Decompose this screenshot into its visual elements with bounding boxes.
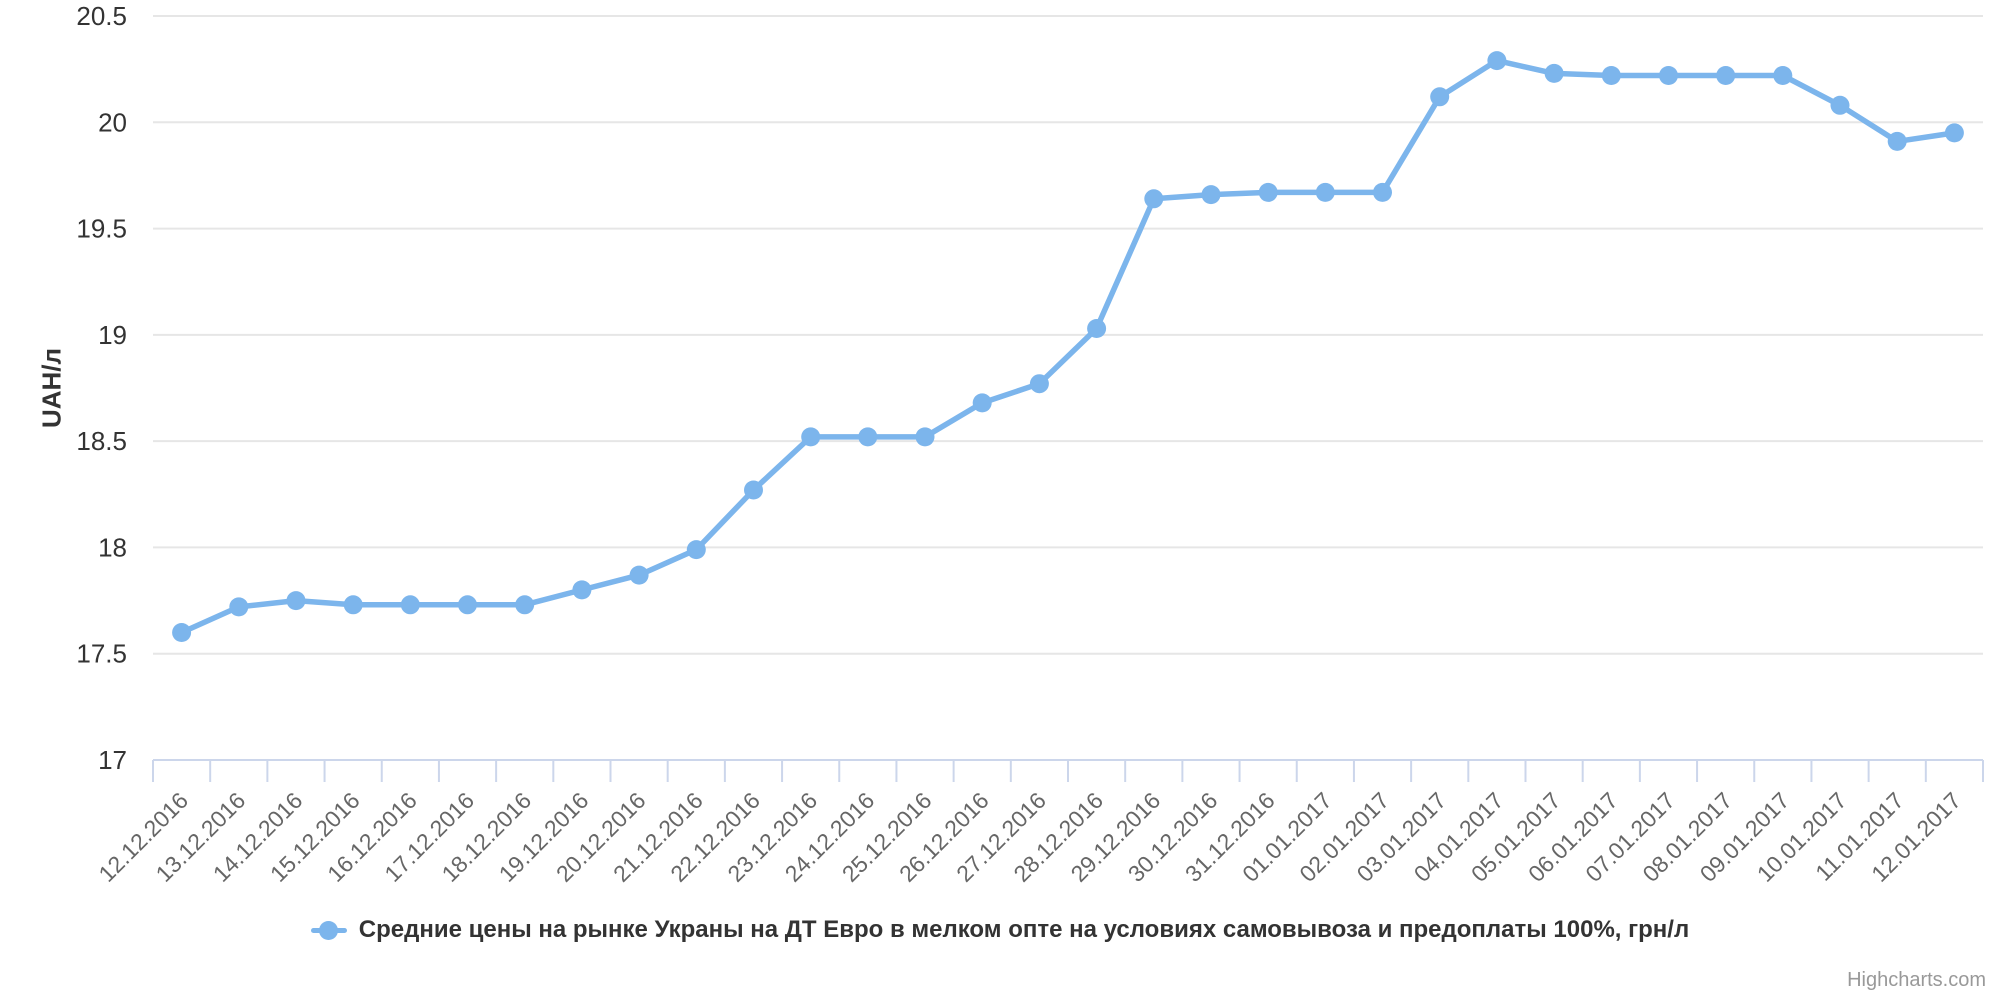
data-point-marker[interactable] bbox=[629, 565, 649, 585]
data-point-marker[interactable] bbox=[229, 597, 249, 617]
legend-series-marker-icon bbox=[310, 920, 347, 940]
data-point-marker[interactable] bbox=[686, 540, 706, 560]
legend-label: Средние цены на рынке Украны на ДТ Евро … bbox=[358, 916, 1690, 943]
data-point-marker[interactable] bbox=[1373, 182, 1392, 202]
legend-dot-icon bbox=[319, 920, 339, 940]
data-point-marker[interactable] bbox=[744, 480, 763, 500]
y-axis-tick-label: 18 bbox=[98, 532, 127, 562]
y-axis-tick-label: 17 bbox=[98, 745, 127, 775]
data-point-marker[interactable] bbox=[1601, 66, 1621, 85]
data-point-marker[interactable] bbox=[1144, 189, 1164, 209]
data-point-marker[interactable] bbox=[1716, 66, 1736, 85]
series-line bbox=[178, 57, 1958, 636]
highcharts-credits-link[interactable]: Highcharts.com bbox=[1847, 969, 1986, 991]
data-point-marker[interactable] bbox=[1944, 123, 1964, 143]
data-point-marker[interactable] bbox=[1773, 66, 1793, 85]
legend-item[interactable]: Средние цены на рынке Украны на ДТ Евро … bbox=[0, 916, 2000, 944]
data-point-marker[interactable] bbox=[1029, 374, 1049, 394]
y-axis-tick-label: 20.5 bbox=[76, 1, 127, 31]
data-point-marker[interactable] bbox=[572, 580, 592, 600]
y-axis-title: UAH/л bbox=[36, 347, 67, 429]
data-point-marker[interactable] bbox=[972, 393, 992, 413]
data-point-marker[interactable] bbox=[1201, 185, 1221, 205]
data-point-marker[interactable] bbox=[515, 595, 535, 615]
data-point-marker[interactable] bbox=[1544, 63, 1564, 83]
data-point-marker[interactable] bbox=[1087, 319, 1107, 338]
y-axis-tick-label: 19 bbox=[98, 320, 127, 350]
data-point-marker[interactable] bbox=[801, 427, 821, 447]
data-point-marker[interactable] bbox=[1258, 182, 1278, 202]
data-point-marker[interactable] bbox=[915, 427, 935, 447]
data-point-marker[interactable] bbox=[1830, 95, 1850, 115]
data-point-marker[interactable] bbox=[458, 595, 477, 615]
data-point-marker[interactable] bbox=[1487, 51, 1507, 71]
data-point-marker[interactable] bbox=[1887, 131, 1907, 151]
y-axis-tick-label: 19.5 bbox=[76, 214, 127, 244]
data-point-marker[interactable] bbox=[1659, 66, 1678, 85]
y-axis-tick-label: 17.5 bbox=[76, 639, 127, 669]
data-point-marker[interactable] bbox=[858, 427, 878, 447]
data-point-marker[interactable] bbox=[1430, 87, 1450, 107]
data-point-marker[interactable] bbox=[172, 623, 192, 642]
data-point-marker[interactable] bbox=[343, 595, 363, 615]
data-point-marker[interactable] bbox=[286, 591, 306, 611]
y-axis-tick-label: 20 bbox=[98, 107, 127, 137]
data-point-marker[interactable] bbox=[400, 595, 420, 615]
data-point-marker[interactable] bbox=[1315, 182, 1335, 202]
y-axis-tick-label: 18.5 bbox=[76, 426, 127, 456]
